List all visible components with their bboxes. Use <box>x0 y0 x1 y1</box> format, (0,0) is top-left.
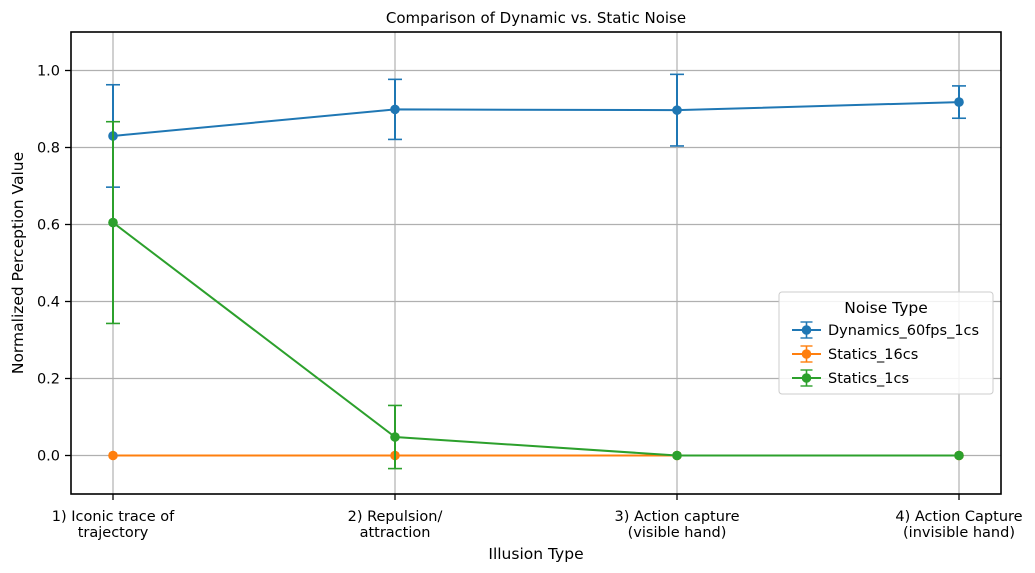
chart-title: Comparison of Dynamic vs. Static Noise <box>386 9 686 27</box>
x-tick-label: trajectory <box>78 525 149 541</box>
x-tick-label: 2) Repulsion/ <box>348 509 443 525</box>
data-point <box>108 450 118 461</box>
data-point <box>672 105 682 115</box>
data-point <box>390 104 400 115</box>
x-tick-label: 4) Action Capture <box>895 509 1022 525</box>
x-tick-label: (visible hand) <box>628 525 727 541</box>
y-tick-label: 0.6 <box>37 218 60 234</box>
series-Dynamics_60fps_1cs <box>106 73 966 188</box>
data-point <box>954 97 964 107</box>
legend: Noise Type Dynamics_60fps_1cs Statics_16cs… <box>778 291 994 395</box>
legend-entry-label: Statics_1cs <box>828 371 909 387</box>
legend-title: Noise Type <box>844 299 928 317</box>
x-tick-label: (invisible hand) <box>903 525 1015 541</box>
data-point <box>108 217 118 228</box>
series-Statics_1cs <box>106 120 964 470</box>
legend-entry-label: Dynamics_60fps_1cs <box>828 323 979 339</box>
legend-swatch-marker <box>801 373 812 383</box>
y-tick-label: 1.0 <box>37 64 60 80</box>
legend-swatch-marker <box>801 325 812 335</box>
legend-swatch-marker <box>801 349 812 359</box>
y-tick-label: 0.4 <box>37 295 60 311</box>
x-axis-label: Illusion Type <box>488 545 583 563</box>
y-axis-label: Normalized Perception Value <box>9 152 27 374</box>
x-tick-label: attraction <box>360 525 431 541</box>
y-tick-label: 0.2 <box>37 372 60 388</box>
ticks: 0.0 0.2 0.4 0.6 0.8 1.0 1) Iconic trace oftraj… <box>37 64 1023 542</box>
legend-entry-label: Statics_16cs <box>828 347 918 363</box>
x-tick-label: 1) Iconic trace of <box>52 509 175 525</box>
x-tick-label: 3) Action capture <box>614 509 739 525</box>
y-tick-label: 0.0 <box>37 449 60 465</box>
data-point <box>390 432 400 442</box>
data-point <box>954 450 964 461</box>
y-tick-label: 0.8 <box>37 141 60 157</box>
legend-box <box>778 291 994 395</box>
plot-frame <box>70 31 1002 495</box>
data-point <box>672 450 682 461</box>
series-layer <box>106 73 966 470</box>
grid <box>71 32 1001 494</box>
series-line <box>112 221 959 457</box>
series-line <box>112 101 960 137</box>
